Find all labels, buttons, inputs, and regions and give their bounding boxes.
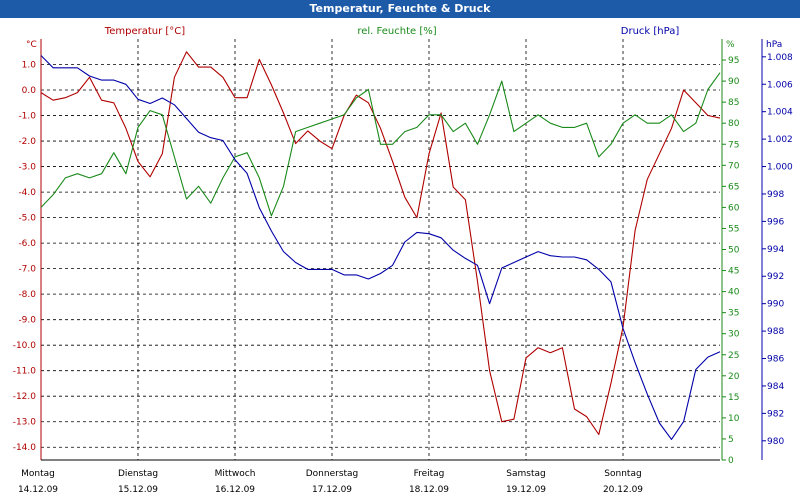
humidity-ticks: 0 5 10 15 20 25 30 35 40 45 50 55 60 65 70 75 80 85 90 95 — [728, 56, 740, 466]
x-tick-day: Dienstag — [118, 469, 158, 479]
temperature-tick: -3.0 — [18, 163, 36, 173]
humidity-tick: 35 — [728, 309, 739, 319]
temperature-tick: -8.0 — [18, 290, 36, 300]
pressure-tick: 1.000 — [767, 163, 793, 173]
humidity-tick: 70 — [728, 161, 740, 171]
temperature-tick: -9.0 — [18, 316, 36, 326]
temperature-tick: -13.0 — [13, 418, 37, 428]
x-tick-day: Samstag — [506, 469, 545, 479]
x-tick-day: Montag — [21, 469, 55, 479]
pressure-tick: 984 — [767, 382, 784, 392]
pressure-series-line — [40, 55, 721, 440]
x-tick-date: 19.12.09 — [506, 485, 546, 495]
grid — [41, 39, 720, 460]
temperature-tick: -1.0 — [18, 112, 36, 122]
pressure-tick: 990 — [767, 300, 784, 310]
pressure-tick: 992 — [767, 272, 784, 282]
window-title: Temperatur, Feuchte & Druck — [0, 0, 800, 18]
pressure-tick: 980 — [767, 437, 784, 447]
humidity-tick: 5 — [728, 435, 734, 445]
temperature-tick: -4.0 — [18, 188, 36, 198]
temperature-tick: -10.0 — [13, 341, 37, 351]
pressure-tick: 1.006 — [767, 80, 793, 90]
humidity-tick: 40 — [728, 288, 740, 298]
temperature-tick: -5.0 — [18, 214, 36, 224]
humidity-tick: 50 — [728, 246, 740, 256]
pressure-tick: 986 — [767, 355, 784, 365]
pressure-tick: 994 — [767, 245, 784, 255]
pressure-tick: 998 — [767, 190, 784, 200]
x-tick-date: 15.12.09 — [118, 485, 158, 495]
humidity-tick: 45 — [728, 267, 739, 277]
x-tick-day: Donnerstag — [306, 469, 359, 479]
humidity-tick: 80 — [728, 119, 740, 129]
x-ticks: Montag 14.12.09 Dienstag 15.12.09 Mittwoch 16… — [18, 469, 643, 495]
humidity-unit: % — [726, 40, 735, 50]
pressure-tick: 1.004 — [767, 108, 793, 118]
humidity-tick: 20 — [728, 372, 740, 382]
x-tick-date: 14.12.09 — [18, 485, 58, 495]
humidity-tick: 25 — [728, 351, 739, 361]
x-tick-date: 20.12.09 — [603, 485, 643, 495]
x-tick-date: 17.12.09 — [312, 485, 352, 495]
temperature-tick: -6.0 — [18, 239, 36, 249]
humidity-tick: 55 — [728, 224, 739, 234]
humidity-tick: 95 — [728, 56, 739, 66]
humidity-tick: 60 — [728, 203, 740, 213]
series — [40, 51, 721, 440]
humidity-tick: 0 — [728, 456, 734, 466]
humidity-tick: 15 — [728, 393, 739, 403]
x-tick-day: Sonntag — [604, 469, 641, 479]
x-tick-day: Mittwoch — [215, 469, 256, 479]
humidity-tick: 10 — [728, 414, 740, 424]
humidity-tick: 75 — [728, 140, 739, 150]
temperature-tick: -12.0 — [13, 392, 37, 402]
temperature-tick: -7.0 — [18, 265, 36, 275]
axes — [40, 39, 766, 461]
pressure-tick: 988 — [767, 327, 784, 337]
humidity-tick: 90 — [728, 77, 740, 87]
pressure-tick: 982 — [767, 409, 784, 419]
temperature-axis-label: Temperatur [°C] — [104, 26, 185, 37]
temperature-tick: -2.0 — [18, 137, 36, 147]
humidity-axis-label: rel. Feuchte [%] — [357, 26, 436, 37]
temperature-tick: -11.0 — [13, 367, 37, 377]
pressure-ticks: 980 982 984 986 988 990 992 994 996 998 1.000 1.002… — [767, 53, 793, 447]
humidity-tick: 85 — [728, 98, 739, 108]
pressure-tick: 996 — [767, 217, 784, 227]
temperature-tick: -14.0 — [13, 443, 37, 453]
pressure-tick: 1.002 — [767, 135, 793, 145]
pressure-tick: 1.008 — [767, 53, 793, 63]
x-tick-day: Freitag — [414, 469, 445, 479]
temperature-tick: 1.0 — [22, 61, 37, 71]
axis-labels: Temperatur [°C] rel. Feuchte [%] Druck [… — [26, 26, 782, 50]
humidity-tick: 30 — [728, 330, 740, 340]
x-tick-date: 16.12.09 — [215, 485, 255, 495]
pressure-unit: hPa — [766, 40, 782, 50]
temperature-unit: °C — [26, 40, 37, 50]
x-tick-date: 18.12.09 — [409, 485, 449, 495]
temperature-ticks: 1.0 0.0 -1.0 -2.0 -3.0 -4.0 -5.0 -6.0 -7.0 -8.0 -9… — [13, 61, 37, 454]
temperature-series-line — [40, 51, 721, 436]
temperature-tick: 0.0 — [22, 86, 37, 96]
humidity-tick: 65 — [728, 182, 739, 192]
humidity-series-line — [40, 72, 721, 217]
pressure-axis-label: Druck [hPa] — [621, 26, 680, 37]
